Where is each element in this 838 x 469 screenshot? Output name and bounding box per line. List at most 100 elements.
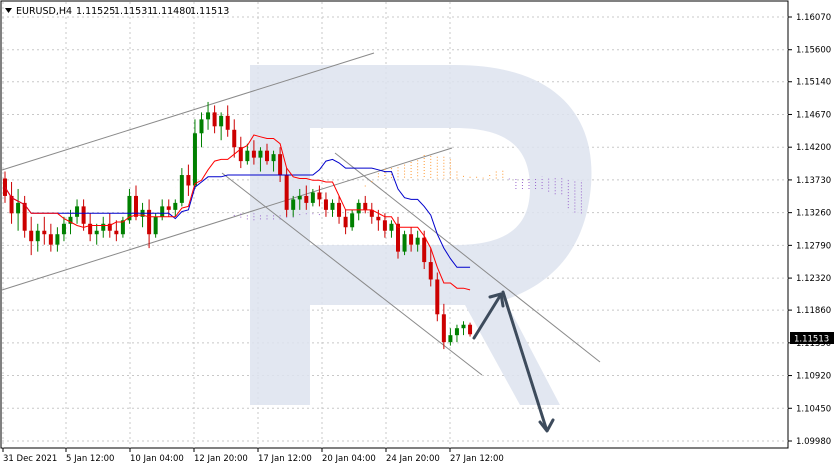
kijun-sen-line [4,158,471,268]
caret-down-icon[interactable] [5,8,12,13]
current-price-box [790,332,834,344]
time-axis[interactable]: 31 Dec 2021 5 Jan 12:00 10 Jan 04:00 12 Jan… [2,448,504,464]
x-tick-label: 24 Jan 20:00 [386,454,440,464]
candle-body [160,206,165,217]
candle-body [75,206,80,217]
candle-body [402,234,407,252]
y-tick-label: 1.11860 [796,306,831,316]
candle-body [350,213,355,228]
candle-body [376,216,381,221]
candle-body [68,216,73,224]
candle-body [35,230,40,242]
candlestick-series [3,101,473,350]
price-axis[interactable]: 1.16070 1.15600 1.15140 1.14670 1.14200 1.137… [788,13,831,447]
candle-body [22,202,27,231]
candle-body [454,328,459,336]
candle-body [94,230,99,235]
candle-body [297,195,302,200]
candle-body [337,202,342,217]
candle-body [284,175,289,210]
candle-body [435,279,440,315]
candle-body [186,175,191,186]
high-value: 1.11531 [114,6,153,17]
forecast-arrows [472,290,555,433]
candle-body [317,192,322,200]
current-price-label: 1.11513 [794,335,829,345]
y-tick-label: 1.10450 [796,404,831,414]
tenkan-sen-line [4,134,471,291]
candle-body [330,202,335,210]
symbol-label: EURUSD,H4 [16,6,72,17]
candle-body [225,115,230,130]
candle-body [441,314,446,343]
candle-body [278,154,283,176]
candle-body [389,223,394,231]
candle-body [16,202,21,214]
candle-body [147,209,152,235]
candle-body [409,234,414,245]
watermark-logo [250,65,592,405]
candle-body [9,195,14,214]
candle-body [245,150,250,162]
x-tick-label: 20 Jan 04:00 [322,454,376,464]
candle-body [265,150,269,162]
candle-body [199,119,204,134]
y-tick-label: 1.09980 [796,437,831,447]
x-tick-label: 31 Dec 2021 [3,454,57,464]
candle-body [468,324,473,335]
candle-body [396,223,400,252]
close-value: 1.11513 [190,6,229,17]
candle-body [29,230,34,242]
y-tick-label: 1.13260 [796,209,831,219]
upper-channel-line [1,52,375,171]
candle-body [88,223,93,235]
y-tick-label: 1.12790 [796,241,831,251]
y-tick-label: 1.14200 [796,143,831,153]
candle-body [428,262,433,280]
candle-body [101,223,106,231]
candle-body [291,199,296,210]
y-tick-label: 1.13730 [796,176,831,186]
candle-body [251,150,256,158]
candle-body [192,133,197,186]
current-price-marker: 1.11513 [790,332,834,345]
candle-body [323,199,328,210]
grid-lines [2,2,788,448]
candle-body [219,115,224,127]
candle-body [127,195,132,221]
y-tick-label: 1.16070 [796,13,831,23]
candle-body [206,112,211,120]
candle-body [304,195,309,203]
open-value: 1.11525 [76,6,115,17]
y-tick-label: 1.10920 [796,372,831,382]
down-channel-upper-line [334,152,601,363]
x-tick-label: 5 Jan 12:00 [66,454,114,464]
candle-body [120,220,125,235]
y-tick-label: 1.15140 [796,78,831,88]
candle-body [173,202,178,210]
candle-body [179,175,184,203]
candle-body [238,147,243,162]
candle-body [356,202,361,214]
candle-body [166,206,171,210]
candle-body [422,237,427,263]
y-tick-label: 1.12320 [796,274,831,284]
candle-body [461,324,466,329]
forecast-down-arrow [501,290,548,430]
candle-body [212,112,217,127]
candle-body [48,234,53,245]
candle-body [382,220,387,231]
candle-body [310,192,315,203]
x-tick-label: 27 Jan 12:00 [450,454,504,464]
trend-channel-lines [1,52,601,376]
candle-body [134,195,138,217]
x-tick-label: 10 Jan 04:00 [130,454,184,464]
candle-body [81,206,86,224]
candle-body [369,209,374,217]
forecast-up-arrow [472,294,502,340]
down-channel-lower-line [221,172,483,376]
candle-body [114,230,119,235]
y-tick-label: 1.15600 [796,46,831,56]
candle-body [258,150,263,158]
